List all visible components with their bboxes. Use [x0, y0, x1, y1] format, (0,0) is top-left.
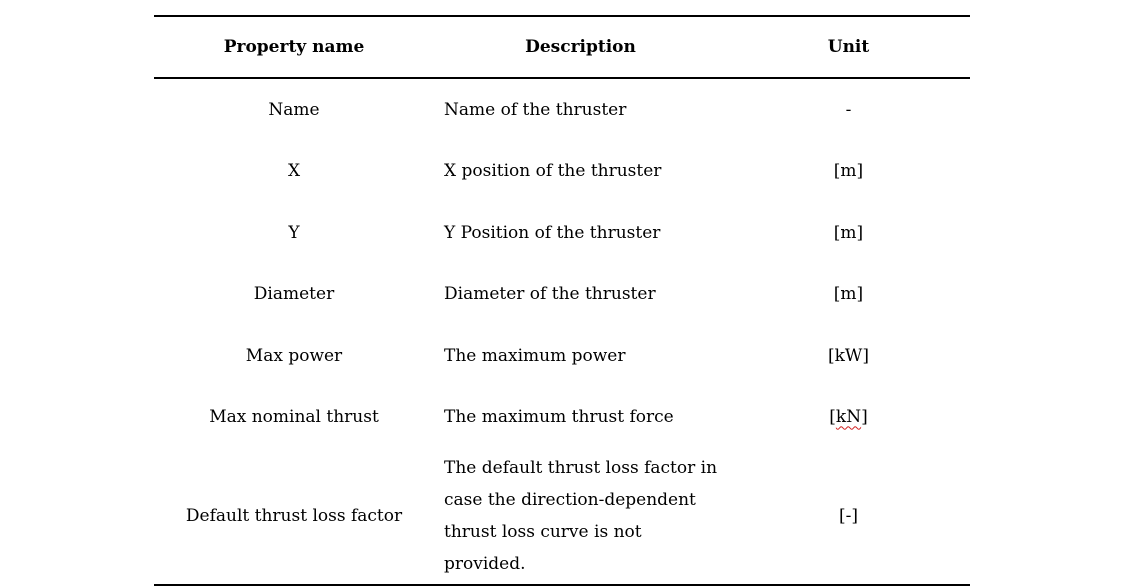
- row-unit: [-]: [838, 506, 858, 526]
- row-property-name: Name: [268, 99, 320, 120]
- spellcheck-flagged-unit: kN: [835, 407, 862, 428]
- table-row: X X position of the thruster [m]: [154, 141, 970, 203]
- header-unit: Unit: [827, 37, 870, 57]
- row-description: Y Position of the thruster: [444, 222, 661, 243]
- row-description: The default thrust loss factor in case t…: [434, 448, 727, 585]
- row-description: Name of the thruster: [444, 99, 627, 120]
- row-description: The maximum power: [444, 345, 626, 366]
- description-line: case the direction-dependent: [444, 490, 696, 510]
- row-description: X position of the thruster: [444, 161, 662, 182]
- table-header-row: Property name Description Unit: [154, 16, 970, 78]
- unit-bracket-close: ]: [861, 407, 868, 428]
- row-property-name: Default thrust loss factor: [185, 506, 403, 526]
- row-unit: [kN]: [727, 387, 970, 449]
- row-description: Diameter of the thruster: [444, 284, 656, 305]
- table-row: Default thrust loss factor The default t…: [154, 448, 970, 585]
- unit-bracket-open: [: [829, 407, 836, 428]
- table-row: Max power The maximum power [kW]: [154, 325, 970, 387]
- row-property-name: X: [287, 161, 301, 182]
- table-row: Max nominal thrust The maximum thrust fo…: [154, 387, 970, 449]
- table-row: Name Name of the thruster -: [154, 78, 970, 141]
- row-unit: [m]: [833, 222, 864, 243]
- description-line: The default thrust loss factor in: [444, 458, 718, 478]
- row-unit: [kW]: [827, 345, 870, 366]
- description-line: thrust loss curve is not provided.: [444, 522, 642, 574]
- row-unit: [m]: [833, 284, 864, 305]
- row-property-name: Max power: [245, 345, 343, 366]
- row-property-name: Max nominal thrust: [209, 407, 379, 428]
- header-property-name: Property name: [223, 37, 365, 57]
- row-description: The maximum thrust force: [444, 407, 674, 428]
- row-property-name: Y: [288, 222, 300, 243]
- table-row: Y Y Position of the thruster [m]: [154, 202, 970, 264]
- row-unit: [m]: [833, 161, 864, 182]
- row-unit: -: [845, 99, 852, 120]
- thruster-properties-table: Property name Description Unit Name Name…: [154, 15, 970, 586]
- row-property-name: Diameter: [253, 284, 335, 305]
- table-row: Diameter Diameter of the thruster [m]: [154, 264, 970, 326]
- header-description: Description: [525, 37, 636, 57]
- properties-table-container: Property name Description Unit Name Name…: [154, 15, 970, 586]
